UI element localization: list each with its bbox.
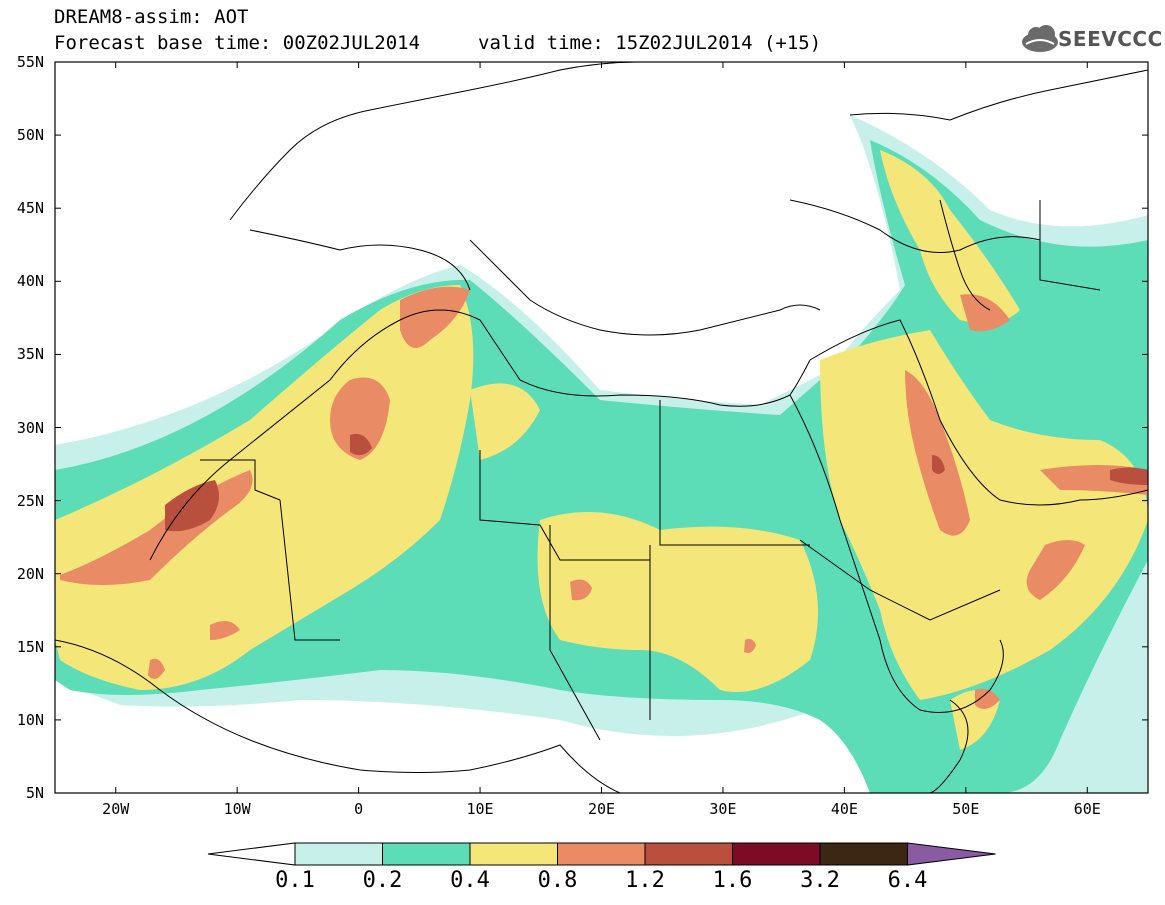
colorbar-swatch: [819, 842, 908, 866]
colorbar-over-arrow: [907, 842, 996, 866]
cloud-icon: [1022, 25, 1058, 52]
colorbar-swatch: [644, 842, 733, 866]
lat-label: 50N: [16, 126, 44, 145]
colorbar-level-label: 0.4: [450, 868, 490, 893]
lon-label: 20W: [102, 800, 130, 818]
lat-label: 25N: [16, 491, 44, 510]
colorbar-swatch: [732, 842, 821, 866]
lon-label: 60E: [1073, 800, 1101, 818]
lat-label: 10N: [16, 710, 44, 729]
base-time: Forecast base time: 00Z02JUL2014: [54, 32, 421, 54]
lat-label: 5N: [25, 784, 44, 802]
colorbar-swatch: [294, 842, 383, 866]
colorbar-level-label: 6.4: [887, 868, 928, 893]
lat-label: 55N: [16, 53, 44, 71]
lon-label: 40E: [830, 800, 858, 818]
lat-label: 45N: [16, 199, 44, 218]
valid-time: valid time: 15Z02JUL2014 (+15): [478, 32, 822, 54]
coastlines: [55, 62, 1148, 793]
colorbar-level-label: 3.2: [800, 868, 840, 893]
colorbar-level-label: 1.2: [625, 868, 665, 893]
lat-label: 35N: [16, 345, 44, 364]
logo-text: SEEVCCC: [1058, 27, 1163, 51]
lon-label: 10E: [466, 800, 494, 818]
lat-label: 15N: [16, 637, 44, 656]
colorbar-level-label: 0.1: [275, 868, 315, 893]
product-title: DREAM8-assim: AOT: [54, 6, 249, 28]
lat-label: 40N: [16, 272, 44, 291]
colorbar-swatch: [557, 842, 646, 866]
lat-label: 30N: [16, 418, 44, 437]
colorbar-swatch: [469, 842, 558, 866]
lat-label: 20N: [16, 564, 44, 583]
colorbar-under-arrow: [207, 842, 296, 866]
colorbar-level-label: 1.6: [712, 868, 753, 893]
lon-label: 0: [354, 800, 364, 818]
colorbar-level-label: 0.8: [537, 868, 578, 893]
colorbar-level-label: 0.2: [362, 868, 403, 893]
lon-label: 10W: [223, 800, 251, 818]
lon-label: 30E: [709, 800, 737, 818]
lon-label: 20E: [587, 800, 616, 818]
colorbar-swatch: [382, 842, 471, 866]
lon-label: 50E: [952, 800, 980, 818]
